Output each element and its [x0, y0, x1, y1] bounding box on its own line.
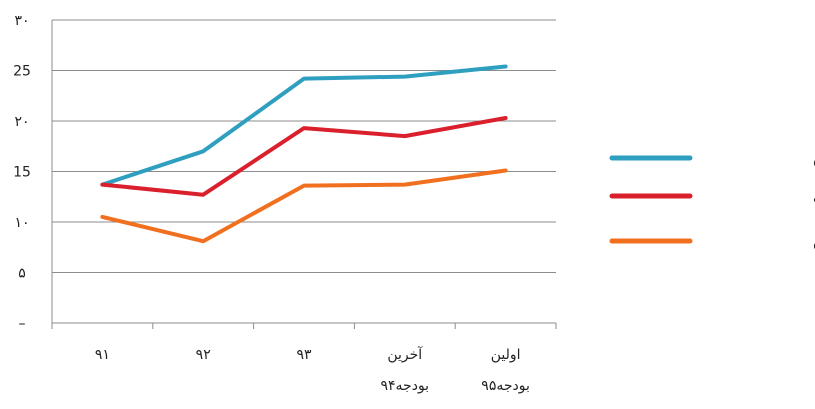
y-tick-label: ۱۰: [14, 215, 29, 231]
x-tick-label: اولین: [491, 347, 521, 363]
y-tick-label: 15: [13, 165, 31, 181]
x-tick-label-line2: بودجه۹۵: [481, 378, 530, 394]
grid-lines: [52, 20, 556, 273]
series-lines: [102, 66, 505, 241]
y-tick-label: 25: [13, 64, 31, 80]
series-line-1: [102, 67, 505, 185]
legend: حاشیه سود ناخالصحاشیه سود عملیاتیحاشیه س…: [612, 149, 815, 250]
x-tick-label: ۹۱: [95, 347, 110, 363]
x-tick-label: ۹۳: [296, 347, 312, 363]
x-tick-label-line2: بودجه۹۴: [381, 378, 430, 394]
x-tick-label: آخرین: [387, 346, 423, 363]
series-line-2: [102, 118, 505, 195]
y-tick-label: ۲۰: [14, 114, 29, 130]
y-tick-label: ۵: [18, 266, 26, 282]
y-tick-label: ۳۰: [14, 13, 29, 29]
x-tick-label: ۹۲: [196, 347, 211, 363]
y-tick-labels: – ۵ ۱۰ 15 ۲۰ 25 ۳۰: [13, 13, 31, 332]
series-line-3: [102, 171, 505, 242]
x-tick-labels: ۹۱ ۹۲ ۹۳ آخرین بودجه۹۴ اولین بودجه۹۵: [95, 346, 530, 394]
y-tick-label: –: [19, 316, 26, 332]
